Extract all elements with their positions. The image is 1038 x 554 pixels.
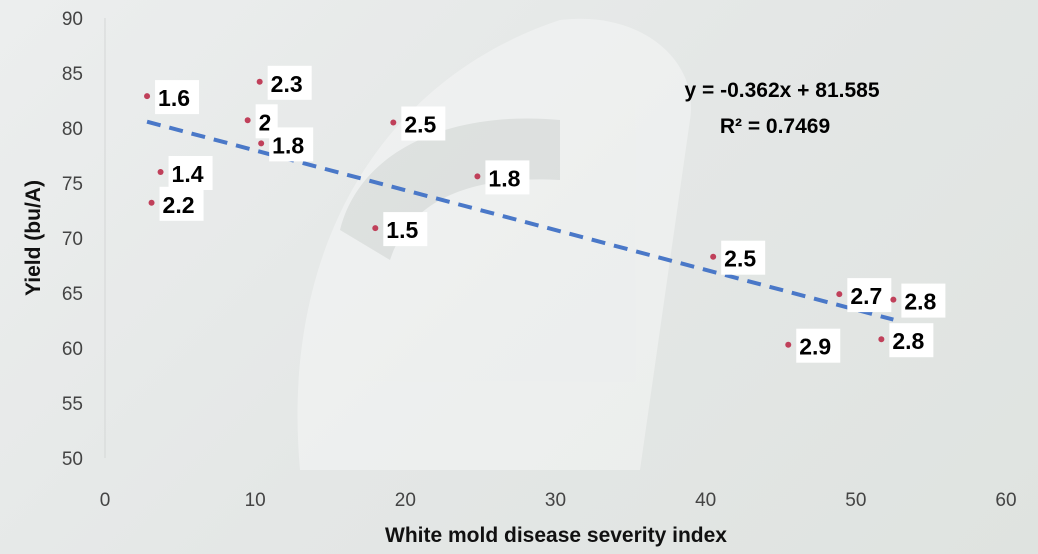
x-tick-label: 20 xyxy=(395,490,416,511)
x-tick-label: 0 xyxy=(100,490,111,511)
y-tick-label: 85 xyxy=(62,64,83,85)
trendline-equation: y = -0.362x + 81.585 xyxy=(685,79,880,102)
data-label: 2.8 xyxy=(892,328,924,354)
data-label-box xyxy=(155,80,200,115)
data-label-box xyxy=(269,127,314,162)
data-label-box xyxy=(796,328,841,363)
y-tick-label: 75 xyxy=(62,174,83,195)
data-label: 1.8 xyxy=(272,132,304,158)
y-tick-labels: 50 55 60 65 70 75 80 85 90 xyxy=(62,9,83,470)
data-marker xyxy=(244,117,251,124)
data-point: 2.3 xyxy=(256,65,312,100)
data-label-box xyxy=(401,106,446,141)
data-point: 2.5 xyxy=(390,106,446,141)
data-label-box xyxy=(889,323,934,358)
data-marker xyxy=(710,253,717,260)
data-point: 1.4 xyxy=(157,156,213,190)
data-label-box xyxy=(901,283,946,318)
data-marker xyxy=(256,78,263,85)
x-tick-label: 30 xyxy=(545,490,566,511)
data-point: 1.5 xyxy=(372,212,428,247)
data-label: 2.5 xyxy=(404,112,436,138)
data-point: 2.5 xyxy=(710,240,766,275)
data-point: 2.9 xyxy=(785,328,841,363)
y-tick-label: 90 xyxy=(62,9,83,30)
x-tick-label: 40 xyxy=(695,490,716,511)
data-label-box xyxy=(721,240,766,275)
data-label: 2.5 xyxy=(724,246,756,272)
data-label: 2.8 xyxy=(904,289,936,315)
data-label: 2.9 xyxy=(799,334,831,360)
data-marker xyxy=(157,169,164,175)
data-point: 1.6 xyxy=(144,80,200,115)
r-squared: R² = 0.7469 xyxy=(720,115,830,138)
data-point: 2.8 xyxy=(878,323,934,358)
data-label: 1.8 xyxy=(488,165,520,191)
x-tick-label: 50 xyxy=(845,490,866,511)
data-label: 1.4 xyxy=(172,161,204,187)
data-points: 1.62.321.81.42.22.51.81.52.52.7 2.82.9 2.8 xyxy=(144,65,946,363)
data-label-box xyxy=(485,160,530,195)
y-axis-label: Yield (bu/A) xyxy=(22,180,45,296)
data-label: 1.6 xyxy=(158,85,190,111)
data-marker xyxy=(258,140,265,147)
data-marker xyxy=(836,291,843,298)
data-label-box xyxy=(383,212,428,247)
data-label: 2 xyxy=(259,109,272,135)
data-marker xyxy=(474,173,481,180)
data-point: 2.2 xyxy=(148,186,204,221)
data-marker xyxy=(785,341,792,348)
data-label: 2.2 xyxy=(163,192,195,218)
data-marker xyxy=(890,296,897,303)
data-label-box xyxy=(267,65,312,100)
x-axis-label: White mold disease severity index xyxy=(385,524,727,547)
y-tick-label: 70 xyxy=(62,229,83,250)
x-tick-label: 10 xyxy=(245,490,266,511)
watermark-helmet xyxy=(297,18,692,470)
data-marker xyxy=(148,199,155,206)
data-label: 2.3 xyxy=(271,71,303,97)
data-label: 2.7 xyxy=(850,283,882,309)
x-tick-label: 60 xyxy=(995,490,1016,511)
data-point: 1.8 xyxy=(258,127,314,162)
data-label-box xyxy=(168,156,213,190)
x-tick-labels: 0 10 20 30 40 50 60 xyxy=(100,490,1017,511)
data-marker xyxy=(144,93,151,100)
data-marker xyxy=(878,336,885,343)
data-marker xyxy=(372,225,379,232)
data-label: 1.5 xyxy=(386,217,418,243)
data-point: 2.7 xyxy=(836,278,892,313)
data-marker xyxy=(390,119,397,126)
data-point: 2.8 xyxy=(890,283,946,318)
data-label-box xyxy=(847,278,892,313)
y-tick-label: 80 xyxy=(62,119,83,140)
y-tick-label: 55 xyxy=(62,394,83,415)
y-tick-label: 65 xyxy=(62,284,83,305)
data-point: 1.8 xyxy=(474,160,530,195)
y-tick-label: 60 xyxy=(62,339,83,360)
y-tick-label: 50 xyxy=(62,449,83,470)
data-label-box xyxy=(159,186,204,221)
